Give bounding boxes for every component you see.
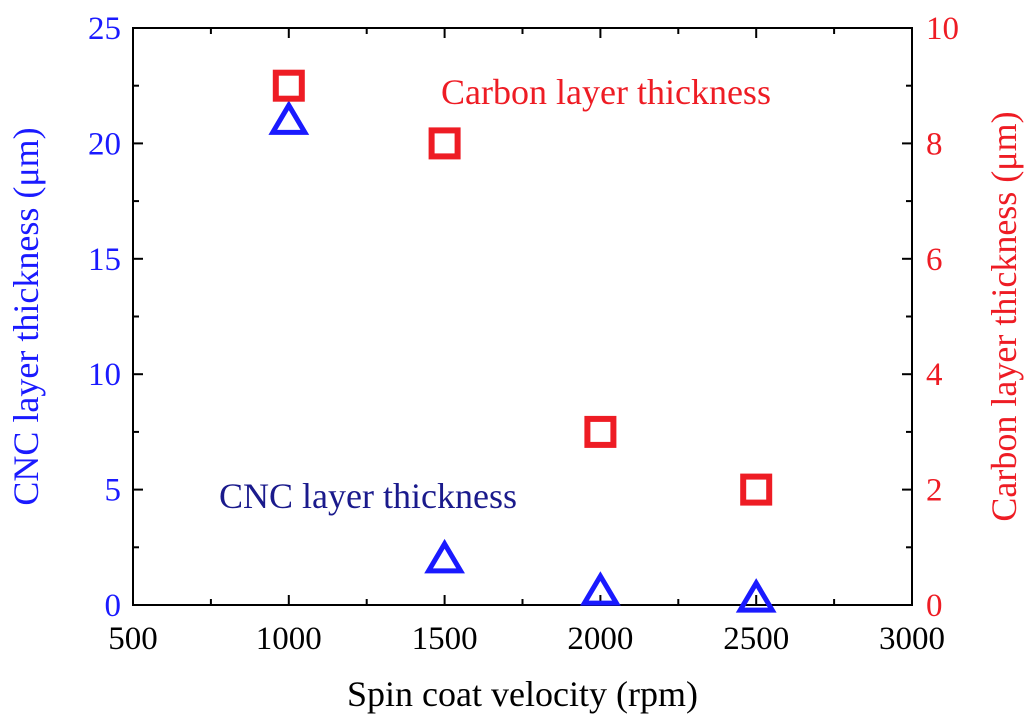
plot-frame xyxy=(132,27,913,606)
y-right-tick-label: 2 xyxy=(926,473,943,509)
y-left-tick-label: 20 xyxy=(88,126,121,162)
y-right-tick-label: 0 xyxy=(926,588,943,624)
y-left-tick-label: 25 xyxy=(88,11,121,47)
carbon-point xyxy=(584,415,617,448)
y-right-axis-title: Carbon layer thickness (μm) xyxy=(984,111,1024,521)
x-tick-label: 1000 xyxy=(256,621,322,657)
points-layer xyxy=(268,69,777,613)
y-right-tick-label: 8 xyxy=(926,126,943,162)
y-left-tick-label: 10 xyxy=(88,357,121,393)
x-axis-title: Spin coat velocity (rpm) xyxy=(347,674,698,714)
carbon-point xyxy=(428,127,461,160)
y-left-tick-label: 5 xyxy=(105,473,122,509)
carbon-point xyxy=(740,473,773,506)
x-tick-label: 3000 xyxy=(879,621,945,657)
cnc-point xyxy=(268,100,310,135)
x-tick-label: 2500 xyxy=(723,621,789,657)
labels-layer: Spin coat velocity (rpm) CNC layer thick… xyxy=(6,72,1024,714)
annotation-carbon-layer: Carbon layer thickness xyxy=(441,72,771,112)
y-right-tick-label: 6 xyxy=(926,242,943,278)
y-left-tick-label: 0 xyxy=(105,588,122,624)
carbon-point xyxy=(272,69,305,102)
y-left-tick-label: 15 xyxy=(88,242,121,278)
y-right-tick-label: 10 xyxy=(926,11,959,47)
cnc-point xyxy=(580,571,621,606)
x-tick-label: 2000 xyxy=(567,621,633,657)
x-tick-label: 1500 xyxy=(412,621,478,657)
annotation-cnc-layer: CNC layer thickness xyxy=(219,476,517,516)
axes-layer xyxy=(132,27,913,606)
y-right-tick-label: 4 xyxy=(926,357,943,393)
x-tick-label: 500 xyxy=(108,621,158,657)
cnc-point xyxy=(735,578,777,613)
cnc-point xyxy=(424,538,465,574)
y-left-axis-title: CNC layer thickness (μm) xyxy=(6,127,46,505)
